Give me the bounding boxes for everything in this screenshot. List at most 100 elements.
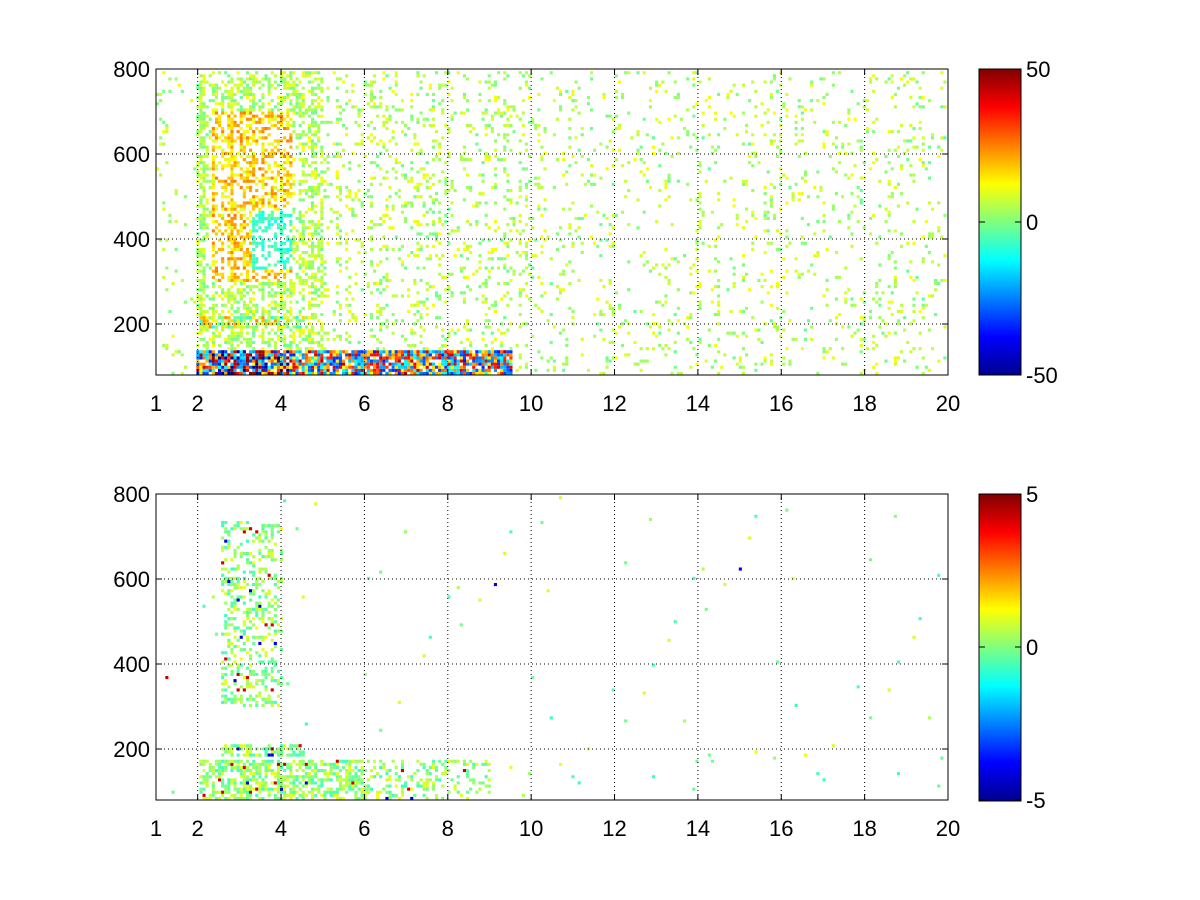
heatmap-cell	[400, 263, 404, 267]
heatmap-cell	[261, 309, 265, 313]
heatmap-cell	[205, 365, 209, 369]
heatmap-cell	[205, 368, 209, 372]
heatmap-cell	[707, 96, 711, 100]
heatmap-cell	[695, 71, 699, 75]
heatmap-cell	[199, 303, 203, 307]
heatmap-cell	[856, 220, 860, 224]
heatmap-cell	[934, 282, 938, 286]
heatmap-cell	[283, 263, 287, 267]
heatmap-cell	[332, 371, 336, 375]
heatmap-cell	[311, 325, 315, 329]
heatmap-cell	[301, 86, 305, 90]
heatmap-cell	[270, 288, 274, 292]
heatmap-cell	[174, 350, 178, 354]
heatmap-cell	[252, 309, 256, 313]
heatmap-cell	[208, 368, 212, 372]
heatmap-cell	[658, 300, 662, 304]
heatmap-cell	[276, 353, 280, 357]
heatmap-cell	[267, 83, 271, 87]
heatmap-cell	[329, 220, 333, 224]
heatmap-cell	[242, 158, 246, 162]
heatmap-cell	[221, 353, 225, 357]
heatmap-cell	[636, 148, 640, 152]
heatmap-cell	[221, 111, 225, 115]
heatmap-cell	[252, 102, 256, 106]
heatmap-cell	[441, 170, 445, 174]
heatmap-cell	[276, 285, 280, 289]
heatmap-cell	[652, 266, 656, 270]
heatmap-cell	[301, 170, 305, 174]
heatmap-cell	[779, 247, 783, 251]
heatmap-cell	[221, 167, 225, 171]
heatmap-cell	[729, 176, 733, 180]
heatmap-cell	[435, 291, 439, 295]
heatmap-cell	[493, 359, 497, 363]
heatmap-cell	[227, 294, 231, 298]
heatmap-cell	[763, 201, 767, 205]
heatmap-cell	[261, 136, 265, 140]
heatmap-cell	[376, 353, 380, 357]
heatmap-cell	[289, 300, 293, 304]
heatmap-cell	[261, 92, 265, 96]
heatmap-cell	[717, 226, 721, 230]
heatmap-cell	[428, 83, 432, 87]
heatmap-cell	[351, 313, 355, 317]
heatmap-cell	[202, 309, 206, 313]
heatmap-cell	[453, 254, 457, 258]
heatmap-cell	[763, 133, 767, 137]
heatmap-cell	[425, 368, 429, 372]
heatmap-cell	[239, 142, 243, 146]
heatmap-cell	[258, 167, 262, 171]
heatmap-cell	[233, 660, 237, 664]
heatmap-cell	[242, 300, 246, 304]
heatmap-cell	[335, 170, 339, 174]
heatmap-cell	[466, 123, 470, 127]
heatmap-cell	[314, 185, 318, 189]
heatmap-cell	[249, 288, 253, 292]
heatmap-cell	[493, 353, 497, 357]
heatmap-cell	[196, 117, 200, 121]
heatmap-cell	[366, 282, 370, 286]
heatmap-cell	[345, 185, 349, 189]
heatmap-cell	[242, 368, 246, 372]
heatmap-cell	[462, 275, 466, 279]
heatmap-cell	[438, 371, 442, 375]
heatmap-cell	[283, 96, 287, 100]
heatmap-cell	[363, 365, 367, 369]
heatmap-cell	[249, 201, 253, 205]
heatmap-cell	[283, 306, 287, 310]
heatmap-cell	[227, 685, 231, 689]
heatmap-cell	[221, 651, 225, 655]
heatmap-cell	[912, 179, 916, 183]
heatmap-cell	[264, 325, 268, 329]
heatmap-cell	[394, 319, 398, 323]
heatmap-cell	[301, 306, 305, 310]
heatmap-cell	[245, 337, 249, 341]
heatmap-cell	[196, 173, 200, 177]
heatmap-cell	[202, 213, 206, 217]
heatmap-cell	[500, 356, 504, 360]
heatmap-cell	[239, 350, 243, 354]
heatmap-cell	[608, 244, 612, 248]
heatmap-cell	[227, 325, 231, 329]
heatmap-cell	[599, 142, 603, 146]
heatmap-cell	[298, 254, 302, 258]
heatmap-cell	[211, 179, 215, 183]
heatmap-cell	[493, 173, 497, 177]
heatmap-cell	[503, 294, 507, 298]
heatmap-cell	[707, 244, 711, 248]
heatmap-cell	[323, 158, 327, 162]
heatmap-cell	[230, 204, 234, 208]
heatmap-cell	[242, 86, 246, 90]
heatmap-cell	[208, 306, 212, 310]
heatmap-cell	[230, 356, 234, 360]
heatmap-cell	[295, 89, 299, 93]
heatmap-cell	[540, 244, 544, 248]
heatmap-cell	[438, 102, 442, 106]
heatmap-cell	[466, 359, 470, 363]
heatmap-cell	[202, 173, 206, 177]
heatmap-cell	[664, 151, 668, 155]
heatmap-cell	[227, 542, 231, 546]
heatmap-cell	[462, 297, 466, 301]
heatmap-cell	[484, 285, 488, 289]
